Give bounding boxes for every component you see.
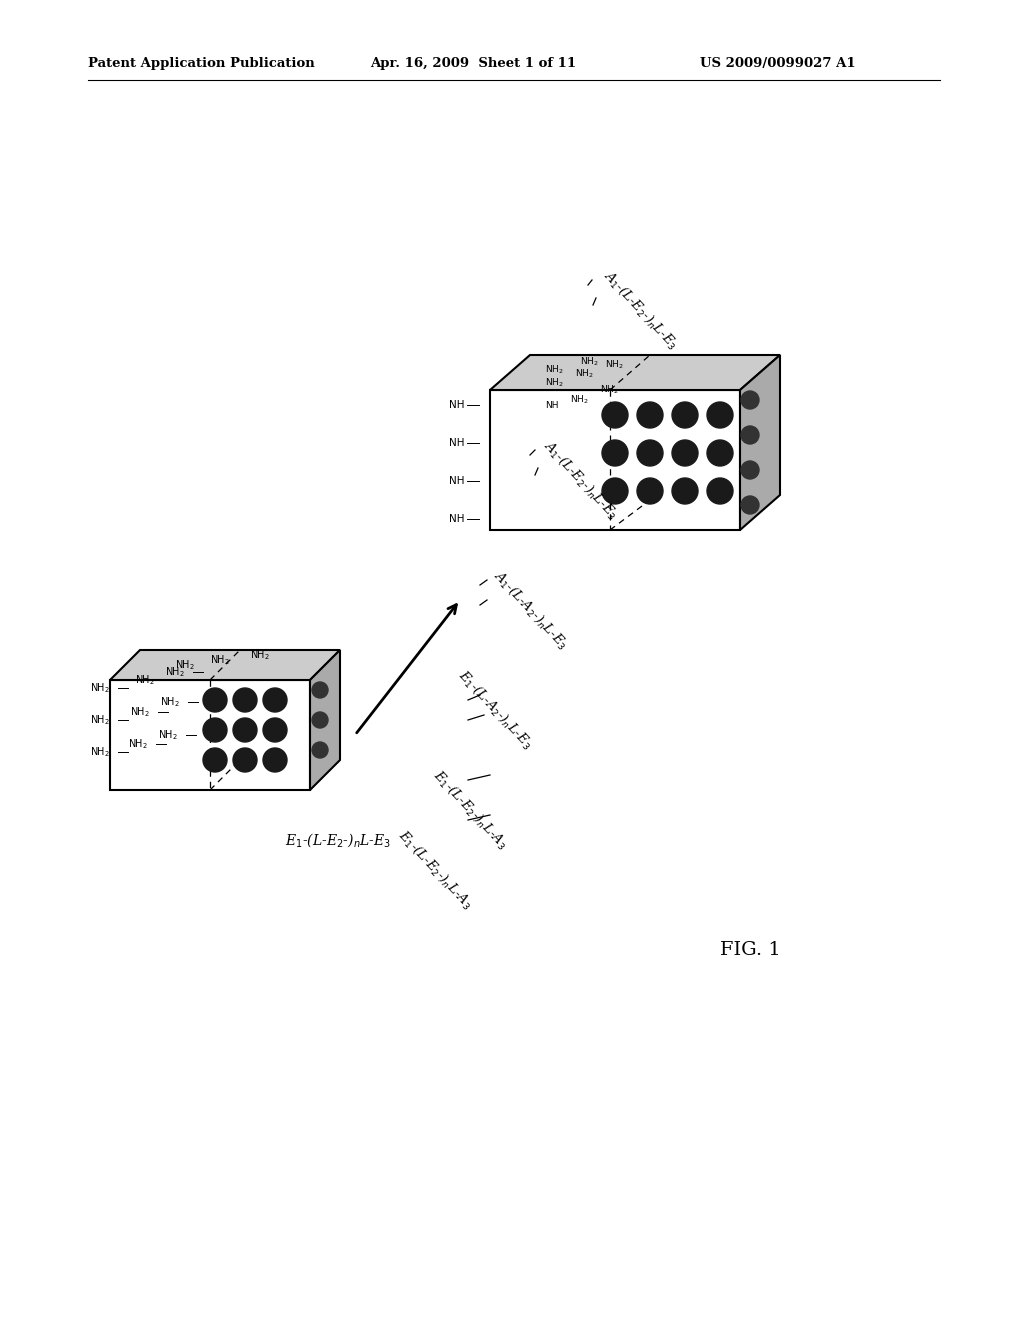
Text: NH$_2$: NH$_2$ [600, 384, 618, 396]
Text: A$_1$-(L-E$_2$-)$_n$L-E$_3$: A$_1$-(L-E$_2$-)$_n$L-E$_3$ [600, 268, 681, 352]
Circle shape [672, 440, 698, 466]
Circle shape [707, 440, 733, 466]
Polygon shape [490, 355, 780, 389]
Polygon shape [110, 649, 340, 680]
Text: A$_1$-(L-E$_2$-)$_n$L-E$_3$: A$_1$-(L-E$_2$-)$_n$L-E$_3$ [540, 437, 621, 523]
Circle shape [602, 403, 628, 428]
Circle shape [741, 426, 759, 444]
Text: NH: NH [450, 513, 465, 524]
Text: NH$_2$: NH$_2$ [90, 744, 110, 759]
Text: NH: NH [450, 400, 465, 411]
Text: NH$_2$: NH$_2$ [580, 356, 599, 368]
Circle shape [263, 718, 287, 742]
Text: US 2009/0099027 A1: US 2009/0099027 A1 [700, 57, 856, 70]
Text: NH$_2$: NH$_2$ [575, 368, 594, 380]
Circle shape [203, 748, 227, 772]
Text: NH: NH [450, 477, 465, 486]
Circle shape [741, 496, 759, 513]
Text: NH$_2$: NH$_2$ [570, 393, 589, 407]
Text: Apr. 16, 2009  Sheet 1 of 11: Apr. 16, 2009 Sheet 1 of 11 [370, 57, 577, 70]
Text: NH$_2$: NH$_2$ [250, 648, 270, 661]
Text: NH$_2$: NH$_2$ [135, 673, 155, 686]
Circle shape [672, 478, 698, 504]
Text: NH$_2$: NH$_2$ [545, 364, 563, 376]
Text: E$_1$-(L-A$_2$-)$_n$L-E$_3$: E$_1$-(L-A$_2$-)$_n$L-E$_3$ [455, 668, 536, 752]
Text: NH$_2$: NH$_2$ [545, 376, 563, 389]
Text: NH: NH [450, 438, 465, 447]
Text: E$_1$-(L-E$_2$-)$_n$L-E$_3$: E$_1$-(L-E$_2$-)$_n$L-E$_3$ [285, 832, 391, 849]
Text: NH$_2$: NH$_2$ [130, 705, 150, 719]
Circle shape [203, 718, 227, 742]
Text: NH$_2$: NH$_2$ [605, 359, 624, 371]
Circle shape [707, 478, 733, 504]
Circle shape [312, 682, 328, 698]
Text: NH$_2$: NH$_2$ [165, 665, 185, 678]
Circle shape [233, 688, 257, 711]
Text: NH$_2$: NH$_2$ [90, 713, 110, 727]
Circle shape [637, 403, 663, 428]
Circle shape [312, 711, 328, 729]
Circle shape [707, 403, 733, 428]
Circle shape [263, 748, 287, 772]
Text: Patent Application Publication: Patent Application Publication [88, 57, 314, 70]
Text: E$_1$-(L-E$_2$-)$_n$L-A$_3$: E$_1$-(L-E$_2$-)$_n$L-A$_3$ [430, 768, 510, 853]
Text: NH$_2$: NH$_2$ [128, 737, 147, 751]
Text: NH$_2$: NH$_2$ [210, 653, 230, 667]
Circle shape [672, 403, 698, 428]
Polygon shape [110, 680, 310, 789]
Circle shape [233, 718, 257, 742]
Text: NH$_2$: NH$_2$ [160, 696, 180, 709]
Circle shape [203, 688, 227, 711]
Text: NH$_2$: NH$_2$ [175, 659, 195, 672]
Text: E$_1$-(L-E$_2$-)$_n$L-A$_3$: E$_1$-(L-E$_2$-)$_n$L-A$_3$ [395, 828, 475, 912]
Polygon shape [490, 389, 740, 531]
Text: A$_1$-(L-A$_2$-)$_n$L-E$_3$: A$_1$-(L-A$_2$-)$_n$L-E$_3$ [490, 568, 570, 652]
Circle shape [602, 440, 628, 466]
Circle shape [637, 478, 663, 504]
Circle shape [233, 748, 257, 772]
Text: NH$_2$: NH$_2$ [158, 729, 178, 742]
Text: NH: NH [545, 400, 558, 409]
Polygon shape [740, 355, 780, 531]
Circle shape [312, 742, 328, 758]
Circle shape [263, 688, 287, 711]
Circle shape [637, 440, 663, 466]
Circle shape [602, 478, 628, 504]
Polygon shape [310, 649, 340, 789]
Circle shape [741, 391, 759, 409]
Text: NH$_2$: NH$_2$ [90, 681, 110, 694]
Text: FIG. 1: FIG. 1 [720, 941, 780, 960]
Circle shape [741, 461, 759, 479]
